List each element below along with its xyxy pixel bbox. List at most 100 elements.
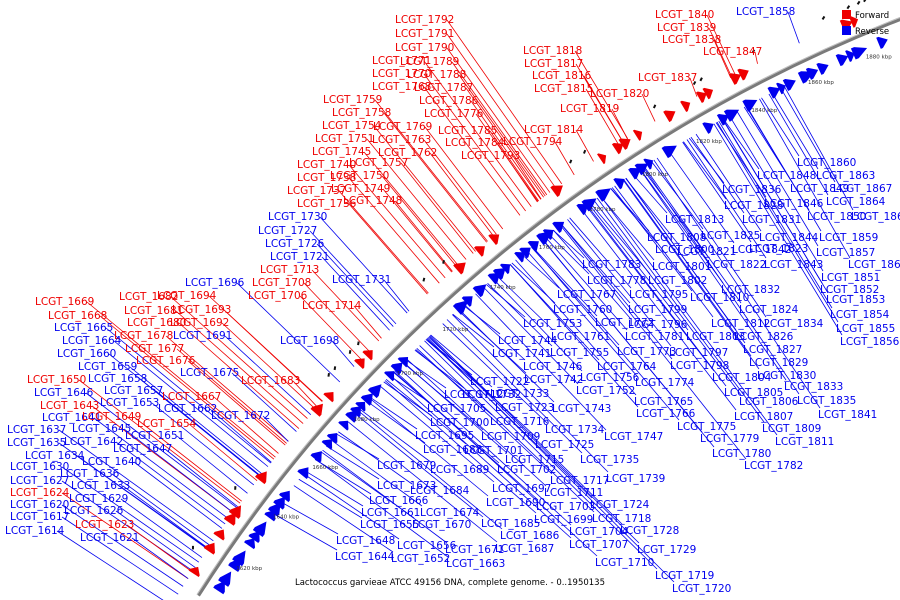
label-leader-line	[61, 480, 194, 572]
gene-label-reverse: LCGT_1739	[606, 473, 665, 485]
label-leader-line	[56, 530, 164, 600]
gene-label-forward: LCGT_1839	[657, 22, 716, 34]
label-leader-line	[446, 319, 583, 454]
feature-tick	[333, 366, 337, 371]
gene-label-reverse: LCGT_1822	[707, 259, 766, 271]
backbone-highlight	[196, 16, 900, 595]
forward-gene-arrow	[680, 100, 691, 113]
label-leader-line	[155, 390, 261, 477]
feature-tick	[692, 80, 697, 86]
forward-gene-arrow	[188, 566, 200, 578]
label-leader-line	[363, 151, 460, 267]
forward-gene-arrow	[203, 542, 215, 555]
reverse-gene-arrow	[452, 300, 469, 315]
gene-label-reverse: LCGT_1709	[481, 431, 540, 443]
label-leader-line	[483, 286, 579, 385]
gene-label-reverse: LCGT_1720	[672, 583, 731, 595]
gene-label-forward: LCGT_1840	[655, 9, 714, 21]
label-leader-line	[293, 485, 394, 553]
gene-label-forward: LCGT_1693	[172, 304, 231, 316]
kbp-tick-label: 1640 kbp	[273, 514, 299, 520]
label-leader-line	[330, 439, 423, 507]
gene-label-reverse: LCGT_1863	[816, 170, 875, 182]
label-leader-line	[560, 223, 631, 304]
gene-label-reverse: LCGT_1698	[280, 335, 339, 347]
gene-label-reverse: LCGT_1648	[336, 535, 395, 547]
gene-label-forward: LCGT_1819	[560, 103, 619, 115]
kbp-tick-label: 1760 kbp	[539, 245, 565, 251]
kbp-tick-label: 1660 kbp	[312, 465, 338, 471]
gene-label-reverse: LCGT_1753	[523, 318, 582, 330]
label-leader-line	[151, 402, 255, 486]
gene-label-reverse: LCGT_1780	[712, 448, 771, 460]
gene-label-reverse: LCGT_1617	[10, 511, 69, 523]
label-leader-line	[383, 112, 487, 243]
gene-label-reverse: LCGT_1721	[270, 251, 329, 263]
gene-label-reverse: LCGT_1796	[628, 319, 688, 331]
label-leader-line	[303, 473, 400, 540]
reverse-gene-arrow	[542, 229, 554, 241]
gene-label-forward: LCGT_1788	[407, 69, 466, 81]
label-leader-line	[718, 120, 833, 309]
label-leader-line	[133, 416, 242, 502]
forward-gene-arrow	[488, 234, 500, 245]
gene-label-forward: LCGT_1817	[524, 58, 583, 70]
gene-label-reverse: LCGT_1772	[595, 317, 654, 329]
reverse-gene-arrow	[360, 393, 373, 406]
label-leader-line	[569, 217, 632, 289]
feature-tick	[327, 372, 330, 377]
gene-label-forward: LCGT_1784	[445, 137, 505, 149]
label-leader-line	[316, 243, 394, 327]
gene-label-reverse: LCGT_1716	[490, 416, 550, 428]
reverse-gene-arrow	[232, 550, 246, 567]
label-leader-line	[272, 512, 338, 551]
label-leader-line	[641, 93, 656, 122]
reverse-gene-arrow	[273, 496, 286, 510]
feature-tick	[583, 149, 587, 154]
gene-label-reverse: LCGT_1686	[500, 530, 560, 542]
gene-label-reverse: LCGT_1811	[775, 436, 834, 448]
label-leader-line	[176, 348, 287, 444]
reverse-gene-arrow	[716, 114, 729, 126]
gene-label-reverse: LCGT_1646	[34, 387, 94, 399]
gene-label-forward: LCGT_1624	[10, 487, 70, 499]
label-leader-line	[531, 246, 680, 421]
label-leader-line	[625, 177, 746, 344]
label-leader-line	[394, 370, 598, 557]
label-leader-line	[560, 223, 673, 360]
gene-label-forward: LCGT_1776	[424, 108, 484, 120]
gene-label-reverse: LCGT_1659	[78, 361, 137, 373]
gene-label-reverse: LCGT_1636	[60, 468, 120, 480]
gene-label-reverse: LCGT_1842	[732, 244, 791, 256]
gene-label-reverse: LCGT_1695	[415, 430, 474, 442]
gene-label-forward: LCGT_1791	[395, 28, 454, 40]
gene-label-reverse: LCGT_1651	[125, 430, 184, 442]
label-leader-line	[111, 473, 211, 546]
legend-forward-swatch	[842, 10, 851, 19]
label-leader-line	[544, 236, 628, 331]
gene-label-forward: LCGT_1758	[332, 107, 391, 119]
label-leader-line	[353, 305, 382, 339]
gene-label-forward: LCGT_1793	[461, 150, 520, 162]
label-leader-line	[424, 126, 504, 230]
label-leader-line	[368, 397, 489, 497]
gene-label-forward: LCGT_1770	[372, 68, 431, 80]
reverse-gene-arrow	[782, 79, 796, 91]
kbp-tick-label: 1820 kbp	[696, 139, 722, 145]
label-leader-line	[722, 118, 829, 294]
label-leader-line	[122, 485, 209, 549]
reverse-gene-arrow	[702, 122, 714, 134]
label-leader-line	[373, 125, 476, 252]
label-leader-line	[384, 380, 537, 514]
gene-label-reverse: LCGT_1642	[64, 436, 123, 448]
reverse-gene-arrow	[527, 241, 539, 252]
label-leader-line	[164, 448, 238, 507]
reverse-gene-arrow	[776, 82, 786, 95]
label-leader-line	[336, 433, 380, 460]
gene-label-reverse: LCGT_1860	[797, 157, 856, 169]
gene-label-reverse: LCGT_1670	[412, 519, 471, 531]
gene-label-reverse: LCGT_1813	[665, 214, 724, 226]
gene-label-reverse: LCGT_1828	[724, 200, 783, 212]
label-leader-line	[643, 166, 742, 304]
label-leader-line	[314, 459, 372, 495]
